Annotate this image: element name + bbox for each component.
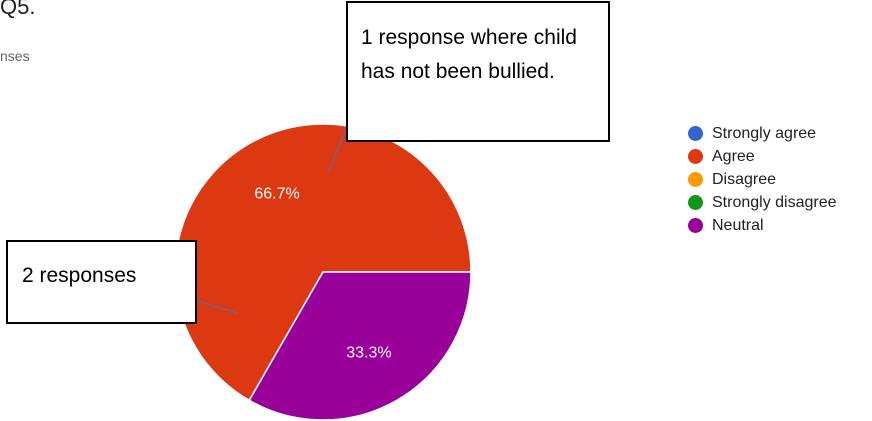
pie-slice-neutral[interactable] [248, 271, 472, 421]
pie-slices [174, 123, 472, 421]
neutral-callout-box: 1 response where child has not been bull… [346, 1, 610, 142]
legend-item-strongly-disagree[interactable]: Strongly disagree [688, 191, 837, 214]
legend-label-strongly-agree: Strongly agree [712, 124, 817, 142]
legend-item-strongly-agree[interactable]: Strongly agree [688, 122, 837, 145]
pie-slice-labels: 66.7% 33.3% [254, 186, 391, 362]
legend-label-disagree: Disagree [712, 170, 777, 188]
chart-legend: Strongly agree Agree Disagree Strongly disa… [688, 122, 837, 237]
legend-item-neutral[interactable]: Neutral [688, 214, 837, 237]
legend-label-neutral: Neutral [712, 216, 764, 234]
legend-item-disagree[interactable]: Disagree [688, 168, 837, 191]
legend-label-agree: Agree [712, 147, 755, 165]
agree-callout-box: 2 responses [6, 240, 197, 324]
legend-swatch-icon [688, 126, 703, 141]
pie-slice-label-neutral: 33.3% [346, 344, 391, 361]
legend-label-strongly-disagree: Strongly disagree [712, 193, 837, 211]
legend-swatch-icon [688, 149, 703, 164]
pie-slice-label-agree: 66.7% [254, 186, 299, 203]
legend-swatch-icon [688, 218, 703, 233]
legend-swatch-icon [688, 195, 703, 210]
legend-item-agree[interactable]: Agree [688, 145, 837, 168]
pie-slice-agree[interactable] [174, 123, 472, 402]
legend-swatch-icon [688, 172, 703, 187]
question-title: Q5. [0, 0, 36, 19]
responses-count-label: nses [0, 48, 30, 64]
